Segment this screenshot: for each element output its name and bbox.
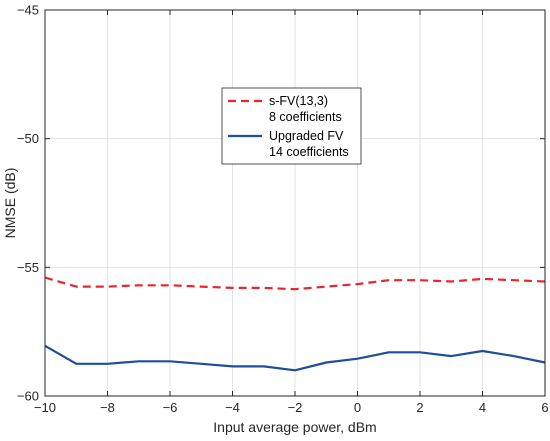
x-tick-label: −4 <box>225 400 240 415</box>
y-axis-label: NMSE (dB) <box>2 168 18 239</box>
legend: s-FV(13,3) 8 coefficients Upgraded FV 14 co… <box>221 87 362 165</box>
series-line-2 <box>44 344 546 372</box>
x-tick-label: −8 <box>100 400 115 415</box>
legend-entry-2-line-2: 14 coefficients <box>269 145 349 159</box>
y-tick-label: −60 <box>17 389 39 404</box>
legend-entry-1-line-2: 8 coefficients <box>269 110 342 124</box>
x-tick-label: −10 <box>34 400 56 415</box>
x-tick-label: 0 <box>354 400 361 415</box>
x-tick-label: 2 <box>416 400 423 415</box>
y-tick-label: −50 <box>17 131 39 146</box>
series-line-1 <box>44 276 546 291</box>
x-tick-label: −2 <box>288 400 303 415</box>
legend-entry-2-line-1: Upgraded FV <box>269 129 344 143</box>
x-tick-label: 4 <box>479 400 486 415</box>
x-tick-label: −6 <box>163 400 178 415</box>
grid-layer <box>44 9 546 397</box>
legend-entry-1-line-1: s-FV(13,3) <box>269 94 328 108</box>
x-tick-label: 6 <box>541 400 548 415</box>
x-axis-label: Input average power, dBm <box>213 419 376 435</box>
y-tick-label: −55 <box>17 260 39 275</box>
series-layer <box>44 276 546 372</box>
y-tick-label: −45 <box>17 3 39 18</box>
tick-layer: −10 −8 −6 −4 −2 0 2 4 6 −45 −50 −55 −60 <box>17 3 549 416</box>
